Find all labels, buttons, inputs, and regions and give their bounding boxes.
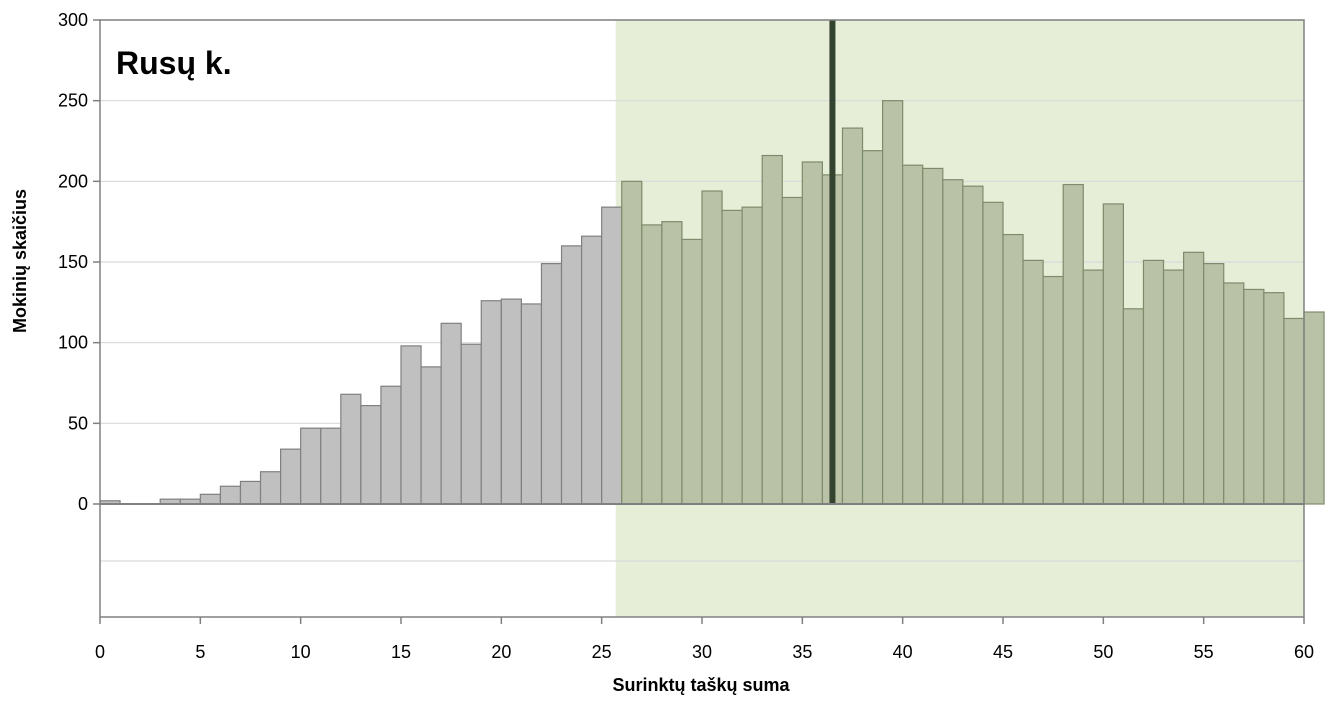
y-tick-label: 150: [58, 252, 88, 272]
bar: [219, 485, 242, 505]
bar: [500, 298, 523, 505]
x-tick-label: 60: [1294, 642, 1314, 662]
bar: [540, 263, 563, 505]
bar: [1243, 288, 1265, 505]
bar: [420, 366, 442, 505]
bar: [580, 235, 603, 505]
bar: [701, 190, 723, 505]
axes: [93, 19, 1305, 624]
bar: [1142, 259, 1165, 505]
x-tick-label: 30: [692, 642, 712, 662]
bar: [661, 221, 683, 505]
bar: [922, 167, 944, 505]
y-axis-title: Mokinių skaičius: [10, 189, 30, 333]
x-tick-label: 5: [195, 642, 205, 662]
bar: [781, 196, 803, 505]
bar: [641, 224, 663, 505]
bar: [861, 150, 884, 505]
x-tick-label: 0: [95, 642, 105, 662]
bar: [942, 179, 964, 505]
bar: [801, 161, 823, 505]
bar: [1283, 317, 1305, 505]
bar: [681, 238, 703, 505]
bar: [1002, 233, 1024, 505]
bar: [1162, 269, 1185, 505]
x-tick-label: 45: [993, 642, 1013, 662]
x-tick-label: 10: [291, 642, 311, 662]
bar: [601, 206, 623, 505]
bar: [741, 206, 763, 505]
bar: [1203, 263, 1225, 505]
bar: [1223, 282, 1245, 505]
bar: [1062, 183, 1084, 505]
chart-title: Rusų k.: [116, 45, 232, 81]
bar: [360, 404, 382, 505]
bar: [560, 245, 583, 505]
bar: [621, 180, 643, 505]
bar: [400, 345, 422, 505]
bar: [239, 480, 262, 505]
bar: [300, 427, 322, 505]
bar: [1022, 259, 1044, 505]
bar: [1182, 251, 1205, 505]
bar: [460, 343, 482, 505]
bar: [1042, 275, 1064, 505]
x-tick-label: 20: [491, 642, 511, 662]
bar: [1082, 269, 1104, 505]
x-tick-label: 40: [893, 642, 913, 662]
bar: [721, 209, 743, 505]
bar: [962, 185, 984, 505]
bar: [1102, 203, 1125, 505]
bar: [902, 164, 924, 505]
bar: [761, 154, 783, 505]
bar: [480, 300, 502, 505]
bar: [520, 303, 543, 505]
y-tick-label: 100: [58, 333, 88, 353]
bar: [1122, 308, 1145, 505]
x-tick-label: 25: [592, 642, 612, 662]
x-tick-label: 50: [1093, 642, 1113, 662]
bar: [1303, 311, 1325, 505]
y-tick-label: 0: [78, 494, 88, 514]
x-tick-label: 15: [391, 642, 411, 662]
bar: [440, 322, 462, 505]
bar: [380, 385, 402, 505]
bar: [320, 427, 342, 505]
y-tick-label: 50: [68, 413, 88, 433]
bar: [982, 201, 1004, 505]
x-axis-title: Surinktų taškų suma: [612, 675, 790, 695]
bar: [1263, 292, 1285, 505]
x-tick-label: 35: [792, 642, 812, 662]
x-tick-label: 55: [1194, 642, 1214, 662]
bar: [259, 471, 282, 505]
bar: [280, 448, 302, 505]
tick-labels: 0 50 100 150 200 250 300 0 5 10 15 20 25 30 35 40 45 50 55…: [58, 10, 1314, 662]
bar: [340, 393, 362, 505]
bar: [199, 493, 221, 505]
y-tick-label: 250: [58, 91, 88, 111]
y-tick-label: 300: [58, 10, 88, 30]
bar: [841, 127, 864, 505]
bar: [881, 100, 904, 505]
y-tick-label: 200: [58, 171, 88, 191]
